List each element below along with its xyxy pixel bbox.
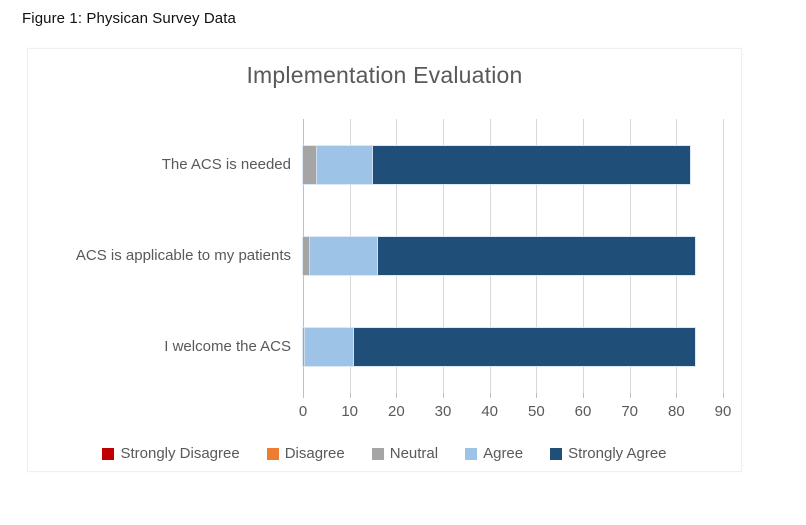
bar-segment-strongly-agree xyxy=(354,328,695,367)
axis-tick-mark xyxy=(489,393,491,398)
chart-title: Implementation Evaluation xyxy=(246,62,523,88)
axis-tick-mark xyxy=(396,393,398,398)
x-tick-label: 70 xyxy=(621,403,638,420)
legend-label: Strongly Agree xyxy=(568,445,667,462)
axis-tick-mark xyxy=(303,393,304,398)
legend-label: Agree xyxy=(483,445,524,462)
x-tick-label: 10 xyxy=(341,403,358,420)
legend-item-strongly-disagree: Strongly Disagree xyxy=(102,445,240,462)
plot-area: The ACS is needed ACS is applicable to my… xyxy=(76,119,731,420)
category-label: I welcome the ACS xyxy=(164,338,291,356)
legend-swatch xyxy=(550,447,563,460)
x-tick-label: 30 xyxy=(434,403,452,420)
legend-swatch xyxy=(102,447,115,460)
x-tick-label: 0 xyxy=(298,403,308,420)
figure-caption: Figure 1: Physican Survey Data xyxy=(22,10,236,27)
legend-item-neutral: Neutral xyxy=(371,445,439,462)
legend-item-disagree: Disagree xyxy=(266,445,345,462)
x-tick-label: 40 xyxy=(481,403,498,420)
axis-tick-mark xyxy=(629,393,631,398)
chart-panel: Implementation Evaluation The ACS is nee… xyxy=(27,48,742,472)
x-tick-label: 20 xyxy=(387,403,405,420)
category-label: The ACS is needed xyxy=(161,155,291,173)
legend-swatch xyxy=(371,447,384,460)
x-tick-label: 50 xyxy=(527,403,545,420)
bar-segment-agree xyxy=(317,145,373,184)
legend-label: Neutral xyxy=(389,445,439,462)
bar-segment-neutral xyxy=(303,237,310,275)
legend-swatch xyxy=(465,447,478,460)
legend-item-agree: Agree xyxy=(465,445,523,462)
bar-segment-neutral xyxy=(303,328,306,367)
x-tick-label: 90 xyxy=(714,403,732,420)
legend-label: Disagree xyxy=(284,445,345,462)
x-tick-label: 80 xyxy=(667,403,685,420)
bar-segment-strongly-agree xyxy=(377,237,695,275)
axis-tick-mark xyxy=(723,393,724,398)
legend-label: Strongly Disagree xyxy=(120,445,240,462)
bar-segment-agree xyxy=(310,237,378,275)
category-label: ACS is applicable to my patients xyxy=(75,247,291,264)
legend-swatch xyxy=(266,447,279,460)
axis-tick-mark xyxy=(443,393,444,398)
axis-tick-mark xyxy=(349,393,351,398)
gridline xyxy=(723,119,724,393)
bar-segment-neutral xyxy=(303,145,317,184)
x-tick-label: 60 xyxy=(574,403,592,420)
legend-item-strongly-agree: Strongly Agree xyxy=(550,445,667,462)
axis-tick-mark xyxy=(536,393,538,398)
axis-tick-mark xyxy=(676,393,678,398)
bar-segment-strongly-agree xyxy=(373,145,691,184)
axis-tick-mark xyxy=(583,393,584,398)
legend: Strongly Disagree Disagree Neutral Agree Str… xyxy=(28,445,741,462)
bar-segment-agree xyxy=(305,328,355,367)
